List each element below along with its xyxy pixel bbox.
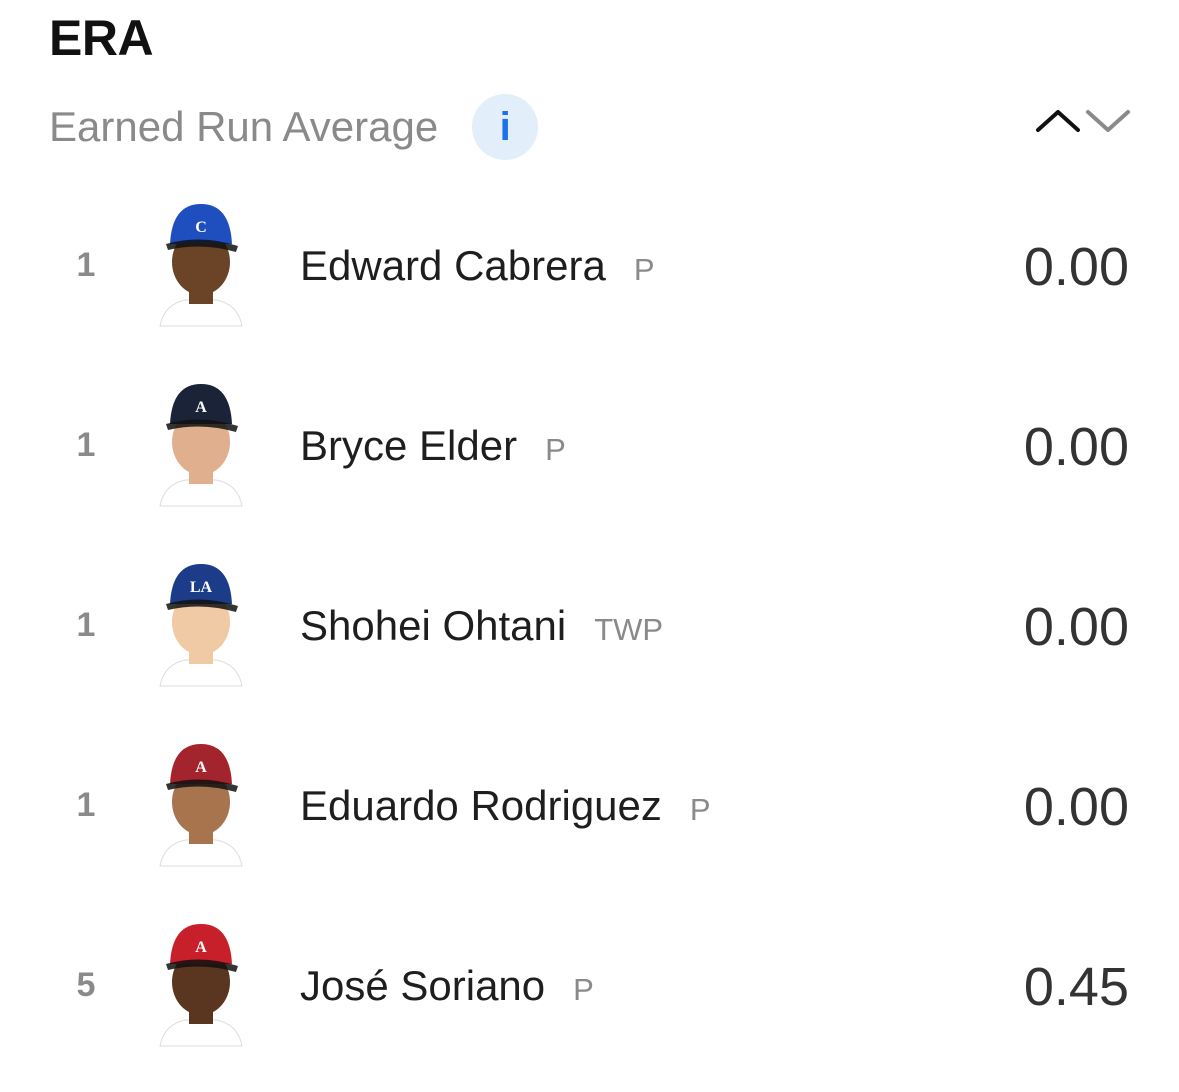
leader-row[interactable]: 5 A José Soriano P 0.45 xyxy=(0,898,1179,1078)
player-name-group: Bryce Elder P xyxy=(300,422,566,470)
player-position: TWP xyxy=(594,612,664,647)
leader-row[interactable]: 1 A Bryce Elder P 0.00 xyxy=(0,358,1179,538)
player-headshot[interactable]: A xyxy=(156,920,246,1050)
player-name[interactable]: Edward Cabrera xyxy=(300,242,606,289)
svg-text:A: A xyxy=(195,399,207,416)
rank-number: 1 xyxy=(76,606,96,644)
player-position: P xyxy=(573,972,594,1007)
chevron-up-icon[interactable] xyxy=(1036,110,1080,132)
rank-number: 1 xyxy=(76,246,96,284)
player-name-group: Edward Cabrera P xyxy=(300,242,655,290)
player-position: P xyxy=(545,432,566,467)
rank-number: 5 xyxy=(76,966,96,1004)
chevron-down-icon[interactable] xyxy=(1086,110,1130,132)
player-name[interactable]: Shohei Ohtani xyxy=(300,602,567,649)
player-headshot[interactable]: A xyxy=(156,740,246,870)
info-icon[interactable]: i xyxy=(472,94,539,160)
page-title: ERA xyxy=(49,10,154,66)
leader-row[interactable]: 1 C Edward Cabrera P 0.00 xyxy=(0,178,1179,358)
rank-number: 1 xyxy=(76,786,96,824)
stat-value: 0.00 xyxy=(1023,777,1129,837)
svg-text:LA: LA xyxy=(190,579,213,596)
player-position: P xyxy=(689,792,711,827)
player-name-group: Shohei Ohtani TWP xyxy=(300,602,663,650)
player-name-group: Eduardo Rodriguez P xyxy=(300,782,711,830)
leader-row[interactable]: 1 A Eduardo Rodriguez P 0.00 xyxy=(0,718,1179,898)
svg-text:A: A xyxy=(195,939,207,956)
player-headshot[interactable]: C xyxy=(156,200,246,330)
leader-row[interactable]: 1 LA Shohei Ohtani TWP 0.00 xyxy=(0,538,1179,718)
player-name[interactable]: José Soriano xyxy=(300,962,546,1009)
info-glyph: i xyxy=(499,104,511,149)
player-headshot[interactable]: A xyxy=(156,380,246,510)
player-name[interactable]: Bryce Elder xyxy=(300,422,518,469)
svg-text:A: A xyxy=(195,759,207,776)
subtitle-row: Earned Run Average i xyxy=(49,94,539,160)
player-headshot[interactable]: LA xyxy=(156,560,246,690)
rank-number: 1 xyxy=(76,426,96,464)
player-position: P xyxy=(633,252,655,287)
svg-text:C: C xyxy=(195,219,207,236)
player-name[interactable]: Eduardo Rodriguez xyxy=(300,782,662,829)
page-subtitle: Earned Run Average xyxy=(49,103,439,150)
stat-value: 0.45 xyxy=(1023,957,1129,1017)
sort-controls xyxy=(1034,102,1134,142)
stat-value: 0.00 xyxy=(1023,597,1129,657)
player-name-group: José Soriano P xyxy=(300,962,594,1010)
stat-value: 0.00 xyxy=(1023,417,1129,477)
stat-value: 0.00 xyxy=(1023,237,1129,297)
